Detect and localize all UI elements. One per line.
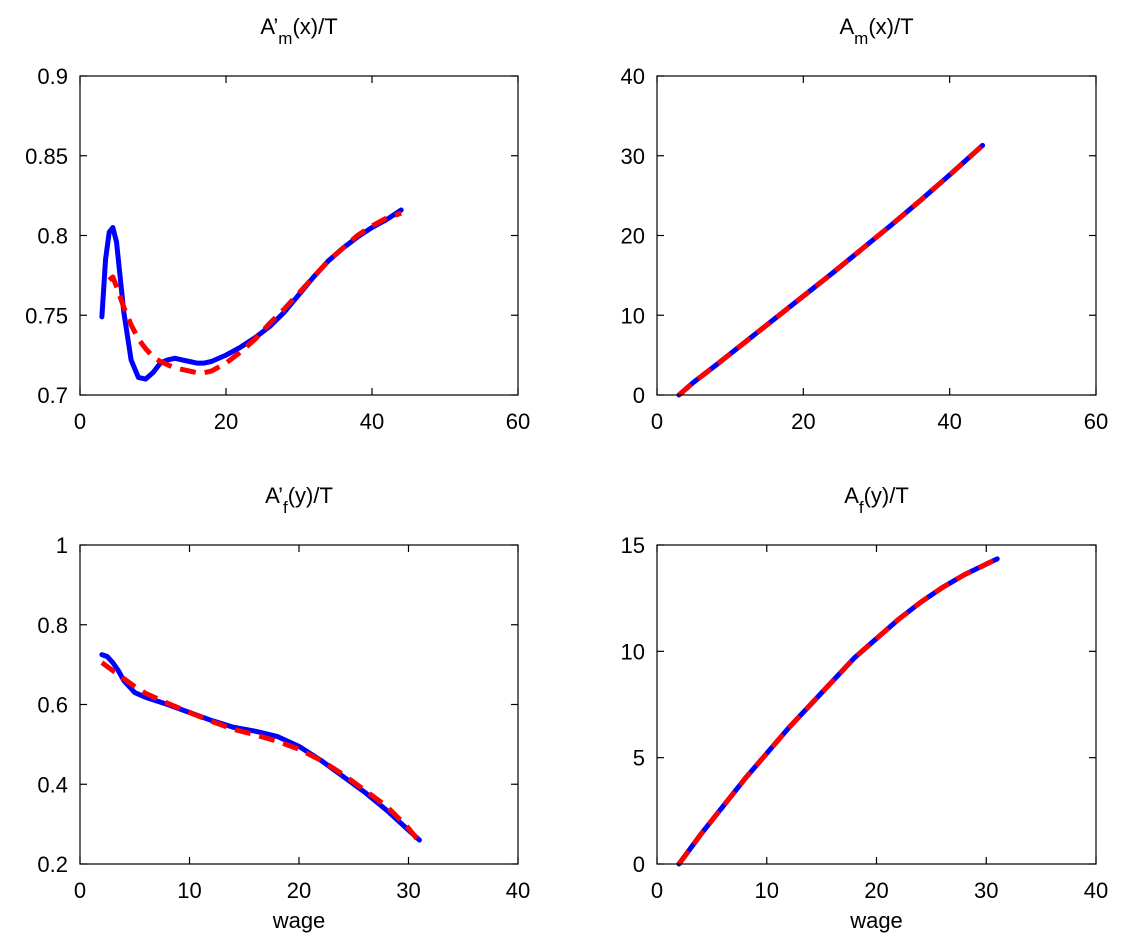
y-tick-label: 30	[621, 144, 645, 169]
x-tick-label: 20	[791, 409, 815, 434]
x-tick-label: 40	[360, 409, 384, 434]
x-tick-label: 20	[214, 409, 238, 434]
x-tick-label: 30	[396, 878, 420, 903]
x-tick-label: 10	[177, 878, 201, 903]
x-tick-label: 10	[755, 878, 779, 903]
series-line-2	[107, 210, 402, 376]
y-tick-label: 0.6	[37, 693, 68, 718]
y-tick-label: 0.8	[37, 613, 68, 638]
y-tick-label: 0.85	[25, 144, 68, 169]
title-base: A’	[265, 483, 283, 508]
y-tick-label: 15	[621, 533, 645, 558]
chart-title: Af(y)/T	[844, 483, 909, 517]
x-tick-label: 0	[651, 409, 663, 434]
y-tick-label: 0.75	[25, 303, 68, 328]
x-tick-label: 0	[651, 878, 663, 903]
x-tick-label: 60	[1084, 409, 1108, 434]
x-tick-label: 40	[506, 878, 530, 903]
series-line-2	[677, 143, 985, 397]
x-tick-label: 0	[74, 409, 86, 434]
series-line-2	[100, 660, 422, 844]
title-rest: (y)/T	[864, 483, 909, 508]
y-tick-label: 0	[633, 383, 645, 408]
title-subscript: m	[854, 29, 868, 48]
title-subscript: f	[859, 498, 864, 517]
chart-title: A’f(y)/T	[265, 483, 333, 517]
x-axis-label: wage	[849, 908, 903, 933]
title-subscript: m	[278, 29, 292, 48]
chart-title: Am(x)/T	[839, 14, 913, 48]
subplot-2: 0 20 40 60 0 10 20 30 40 Am(x)/T	[621, 14, 1109, 434]
title-rest: (x)/T	[868, 14, 913, 39]
y-tick-label: 5	[633, 746, 645, 771]
y-tick-label: 40	[621, 64, 645, 89]
subplot-4: 0 10 20 30 40 0 5 10 15 Af(y)/T wage	[621, 483, 1109, 933]
x-tick-label: 30	[974, 878, 998, 903]
plot-frame	[656, 544, 1097, 865]
y-tick-label: 0.9	[37, 64, 68, 89]
y-tick-label: 0.2	[37, 852, 68, 877]
x-axis-label: wage	[272, 908, 326, 933]
series-line-1	[99, 652, 422, 843]
x-tick-label: 0	[74, 878, 86, 903]
series-line-2	[676, 556, 999, 866]
x-tick-label: 40	[937, 409, 961, 434]
x-tick-label: 20	[864, 878, 888, 903]
x-tick-label: 40	[1084, 878, 1108, 903]
title-base: A	[844, 483, 859, 508]
subplot-3: 0 10 20 30 40 0.2 0.4 0.6 0.8 1 A’f(y)/T wage	[37, 483, 530, 933]
plot-frame	[79, 544, 519, 865]
chart-title: A’m(x)/T	[260, 14, 337, 48]
title-rest: (y)/T	[288, 483, 333, 508]
title-base: A’	[260, 14, 278, 39]
y-tick-label: 1	[56, 533, 68, 558]
x-tick-label: 60	[506, 409, 530, 434]
series-line-1	[676, 556, 1000, 867]
y-tick-label: 0	[633, 852, 645, 877]
title-subscript: f	[283, 498, 288, 517]
y-tick-label: 0.4	[37, 772, 68, 797]
y-tick-label: 10	[621, 303, 645, 328]
y-tick-label: 0.8	[37, 224, 68, 249]
title-base: A	[839, 14, 854, 39]
y-tick-label: 10	[621, 639, 645, 664]
x-tick-label: 20	[287, 878, 311, 903]
y-tick-label: 20	[621, 224, 645, 249]
y-tick-label: 0.7	[37, 383, 68, 408]
subplot-1: 0 20 40 60 0.7 0.75 0.8 0.85 0.9 A’m(x)/T	[25, 14, 530, 434]
title-rest: (x)/T	[292, 14, 337, 39]
